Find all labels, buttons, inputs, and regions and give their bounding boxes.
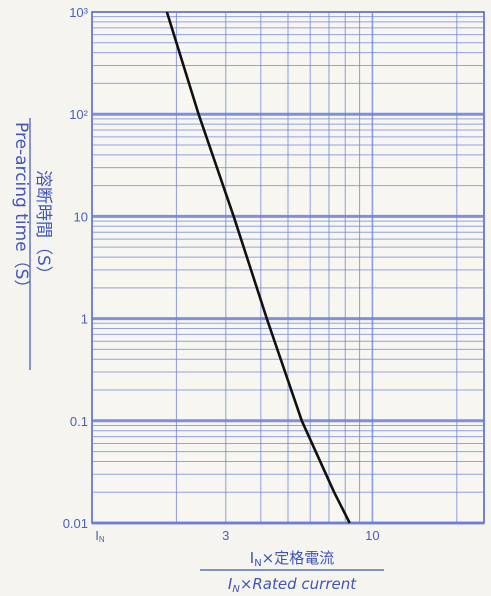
x-tick-label: IN: [95, 528, 105, 544]
y-axis-label-jp: 溶断時間（S）: [33, 170, 53, 283]
y-tick-label: 1: [81, 312, 88, 327]
series-layer: [165, 11, 351, 524]
series-line: [165, 11, 351, 524]
y-tick-label: 10²: [69, 107, 88, 122]
y-tick-label: 0.01: [63, 516, 88, 531]
y-tick-label: 10: [74, 209, 88, 224]
grid: [91, 12, 484, 525]
x-axis-label-jp: IN×定格電流: [250, 549, 335, 569]
y-tick-labels: 0.01 0.1 1 10 10² 10³: [63, 5, 89, 531]
x-tick-label: 10: [365, 528, 379, 543]
y-tick-label: 0.1: [70, 414, 88, 429]
x-axis-label-en: IN×Rated current: [228, 575, 357, 595]
x-tick-labels: IN 3 10: [95, 528, 379, 544]
y-axis-label-en: Pre-arcing time（S）: [11, 122, 31, 296]
x-tick-label: 3: [222, 528, 229, 543]
y-tick-label: 10³: [69, 5, 88, 20]
